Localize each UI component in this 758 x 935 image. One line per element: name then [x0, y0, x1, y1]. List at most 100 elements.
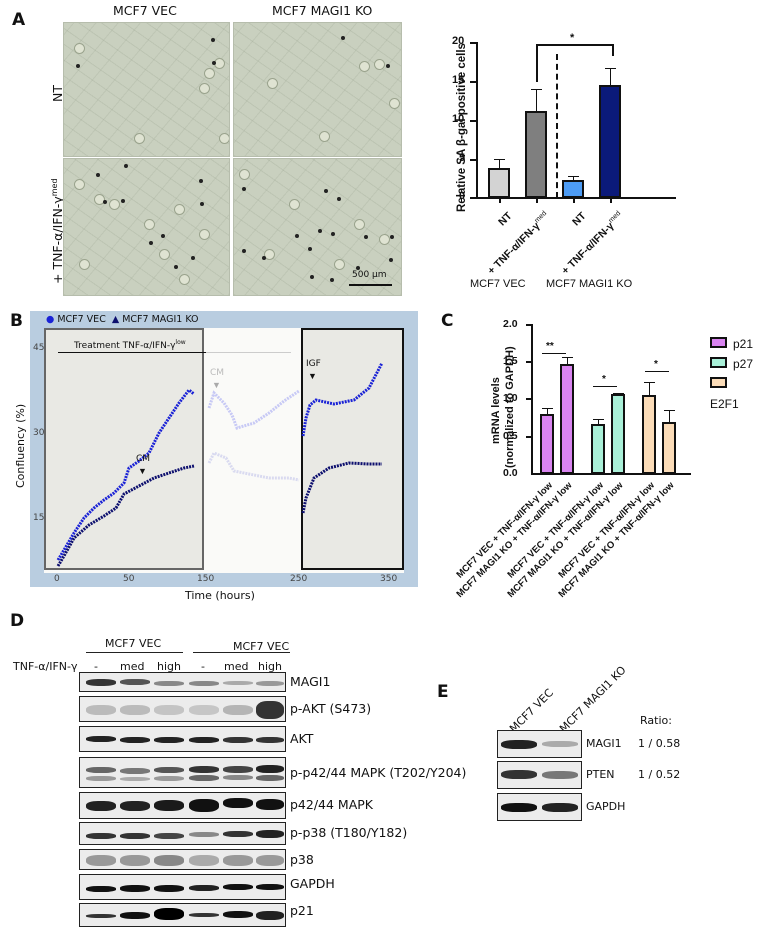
chart-c-ytick-05: 0.5 [503, 430, 518, 442]
chart-b-box-treatment [44, 328, 204, 570]
blot-e-ratio-header: Ratio: [640, 714, 672, 727]
chart-a-ytick-15: 15 [452, 74, 465, 86]
blot-d-label-pp38: p-p38 (T180/Y182) [290, 825, 408, 840]
chart-c-bar-p21-vec [540, 414, 554, 474]
chart-a-ytick-0: 0 [459, 190, 466, 202]
chart-b-ytick-15: 15 [33, 513, 45, 523]
chart-b-xtick-150: 150 [197, 574, 215, 584]
micrograph-vec-treated [63, 158, 230, 296]
blot-d-lane-6: high [258, 660, 282, 673]
micrograph-ko-treated: 500 µm [233, 158, 402, 296]
col-header-vec: MCF7 VEC [113, 3, 177, 18]
chart-c-err-p27-ko [613, 393, 624, 394]
chart-c-sig-p27: * [602, 374, 606, 385]
row-header-treated-sup: med [50, 178, 59, 197]
blot-d-group-label-1: MCF7 VEC [105, 637, 162, 650]
chart-c-err-p21-vec [542, 408, 553, 414]
blot-d-erk [79, 792, 286, 819]
blot-d-lane-5: med [224, 660, 249, 673]
chart-a-err-vec-nt [494, 159, 505, 168]
chart-b-treatment-line [58, 352, 206, 353]
blot-d-label-gapdh: GAPDH [290, 876, 335, 891]
legend-ko: MCF7 MAGI1 KO [122, 314, 199, 325]
blot-e-label-magi1: MAGI1 [586, 737, 622, 750]
chart-b-cm-label-2: CM [210, 368, 225, 378]
chart-b-ylabel: Confluency (%) [14, 403, 27, 488]
blot-d-label-perk: p-p42/44 MAPK (T202/Y204) [290, 765, 467, 780]
chart-c-err-e2f1-ko [664, 410, 675, 422]
blot-d-label-magi1: MAGI1 [290, 674, 331, 689]
chart-a-xlabel-vec-nt: NT [496, 210, 515, 229]
blot-d-p38 [79, 849, 286, 870]
blot-d-pakt [79, 696, 286, 722]
chart-a-xaxis [476, 197, 676, 199]
chart-c-ytick-0: 0.0 [503, 467, 518, 479]
chart-c-sig-e2f1: * [654, 359, 658, 370]
blot-d-label-akt: AKT [290, 731, 314, 746]
chart-b-curves [56, 362, 384, 567]
chart-a-bar-vec-nt [488, 168, 510, 198]
chart-a-group-vec: MCF7 VEC [470, 278, 526, 290]
chart-a-bar-vec-treated [525, 111, 547, 198]
chart-c-xaxis [531, 473, 691, 475]
chart-b-plot-area: Treatment TNF-α/IFN-γlow CM ▼ CM ▼ IGF ▼ [44, 328, 404, 573]
blot-d-label-p38: p38 [290, 852, 314, 867]
chart-b: ● MCF7 VEC ▲ MCF7 MAGI1 KO Treatment TNF… [30, 311, 418, 587]
blot-d-pp38 [79, 822, 286, 845]
panel-letter-b: B [10, 311, 23, 331]
panel-letter-d: D [10, 611, 25, 631]
chart-c: mRNA levels (normalized to GAPDH) 2.0 1.… [440, 310, 758, 630]
chart-c-sig-line-p21 [542, 353, 566, 354]
legend-item-e2f1: E2F1 [710, 374, 758, 414]
chart-a-ytick-20: 20 [452, 35, 465, 47]
legend-vec: MCF7 VEC [57, 314, 106, 325]
chart-a-sig-bracket-leg [536, 44, 538, 82]
panel-letter-a: A [12, 10, 26, 30]
blot-e-lane-ko: MCF7 MAGI1 KO [557, 663, 629, 736]
blot-d-group-line-2 [193, 652, 290, 653]
chart-c-bar-e2f1-vec [642, 395, 656, 474]
chart-a-xlabel-ko-treated: + TNF-α/IFN-γmed [559, 210, 622, 277]
chart-c-ytick-2: 2.0 [503, 318, 518, 330]
chart-b-treatment-line-faded [206, 352, 291, 353]
chart-a: Relative SA β-gal positive cells 20 15 1… [440, 30, 758, 300]
chart-c-err-e2f1-vec [644, 382, 655, 395]
chart-c-bar-p21-ko [560, 364, 574, 474]
chart-a-err-vec-treated [531, 89, 542, 111]
scale-bar-line [349, 284, 392, 286]
chart-a-ylabel: Relative SA β-gal positive cells [456, 43, 468, 212]
chart-c-legend: p21 p27 E2F1 [710, 334, 758, 414]
scale-bar-label: 500 µm [352, 270, 387, 280]
legend-item-p27: p27 [710, 354, 758, 374]
blot-e-label-pten: PTEN [586, 768, 615, 781]
chart-a-sig-bracket [536, 44, 614, 56]
blot-e-label-gapdh: GAPDH [586, 800, 626, 813]
chart-c-sig-line-p27 [593, 386, 617, 387]
chart-c-yaxis [531, 324, 533, 474]
blot-d-perk [79, 757, 286, 788]
chart-c-xlabel-6: MCF7 MAGI1 KO + TNF-α/IFN-γ low [556, 480, 677, 600]
chart-b-xlabel: Time (hours) [185, 589, 255, 602]
blot-d-label-erk: p42/44 MAPK [290, 797, 374, 812]
chart-a-bar-ko-treated [599, 85, 621, 198]
chart-a-err-ko-nt [568, 176, 579, 180]
blot-e-lane-vec: MCF7 VEC [507, 686, 556, 736]
chart-b-xtick-250: 250 [290, 574, 308, 584]
blot-d-akt [79, 726, 286, 752]
chart-b-igf-arrow: ▼ [308, 371, 317, 381]
blot-d-gapdh [79, 874, 286, 900]
chart-c-bar-e2f1-ko [662, 422, 676, 474]
chart-a-xlabel-vec-treated: + TNF-α/IFN-γmed [485, 210, 548, 277]
micrograph-vec-nt [63, 22, 230, 157]
micrograph-ko-nt [233, 22, 402, 157]
blot-e-gapdh [497, 793, 582, 821]
chart-a-xlabel-ko-nt: NT [570, 210, 589, 229]
chart-b-xtick-0: 0 [54, 574, 60, 584]
chart-a-yaxis [476, 42, 478, 198]
chart-c-sig-p21: ** [546, 341, 554, 352]
blot-d-p21 [79, 903, 286, 927]
chart-c-bar-p27-ko [611, 394, 625, 474]
col-header-ko: MCF7 MAGI1 KO [272, 3, 373, 18]
chart-a-sig-star: * [570, 32, 575, 44]
chart-c-err-p27-vec [593, 419, 604, 424]
